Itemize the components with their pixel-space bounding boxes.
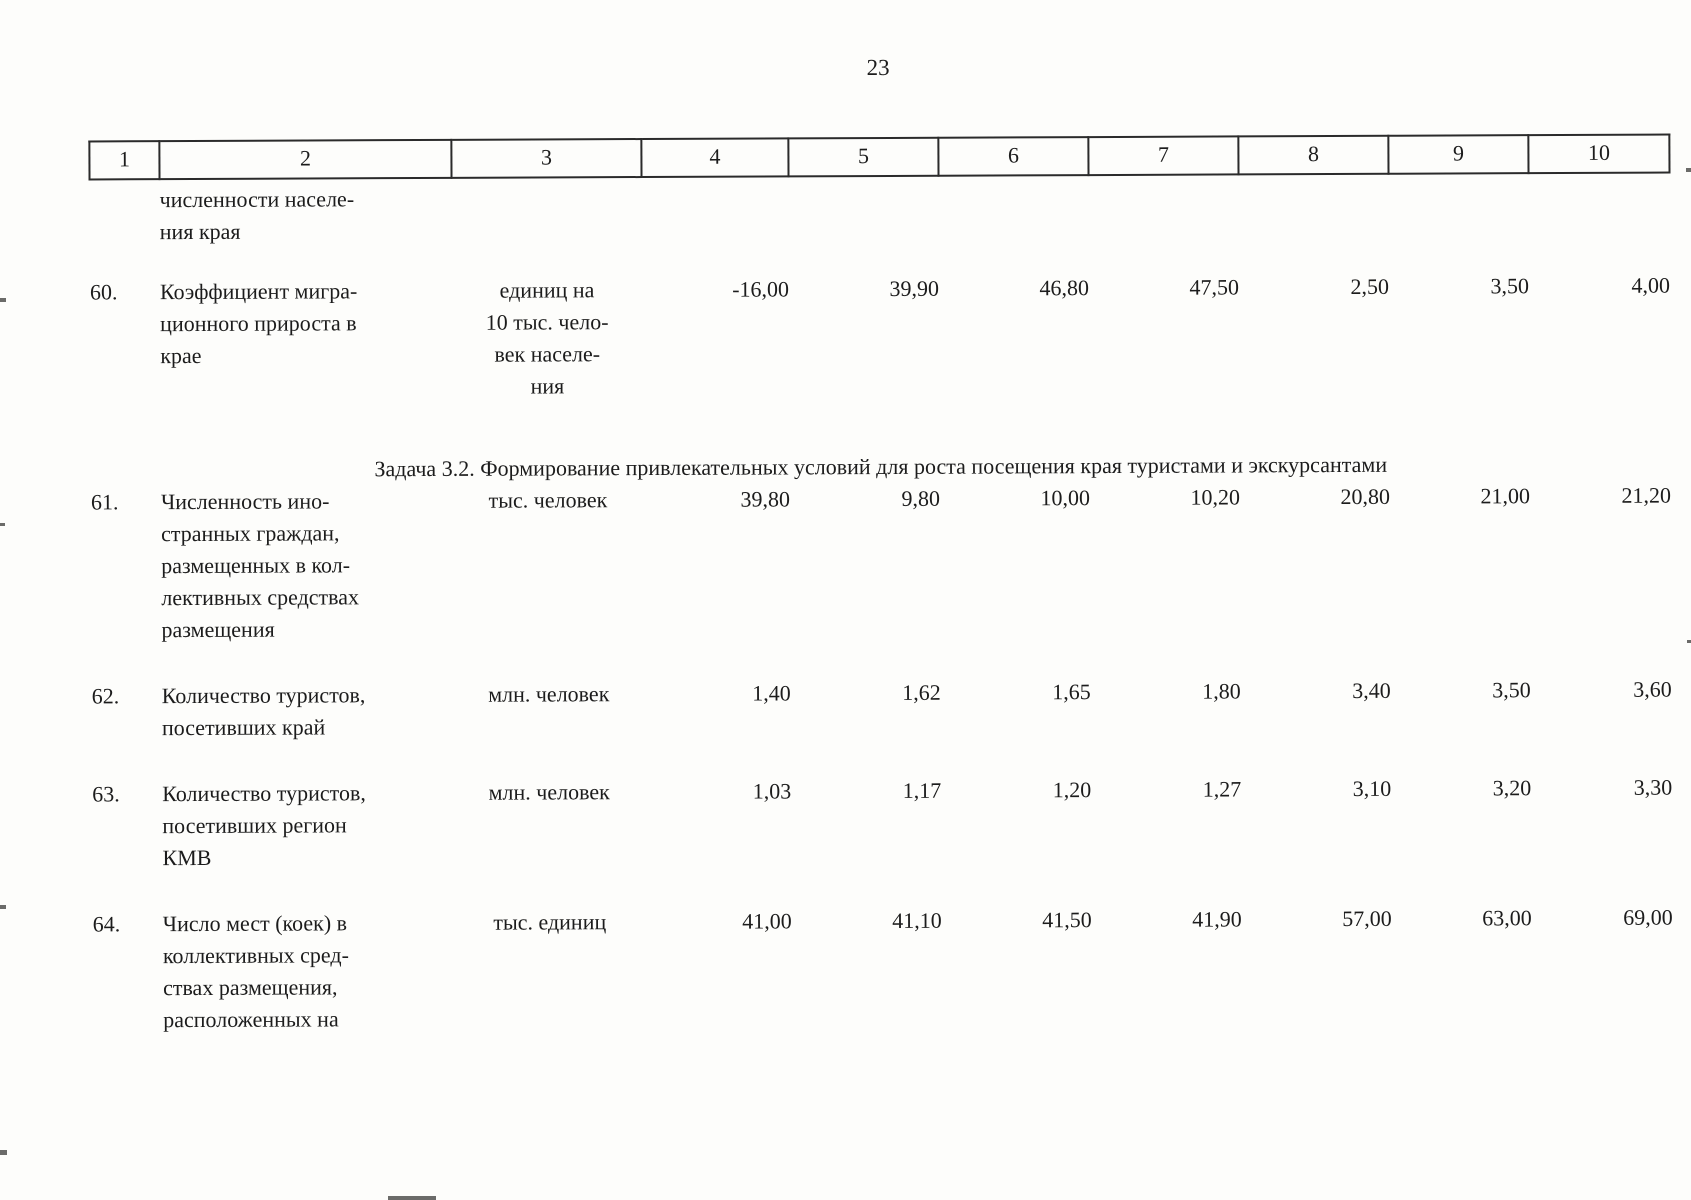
- value-cell: 1,03: [752, 778, 792, 804]
- value-cell: 3,60: [1633, 676, 1672, 702]
- value-cell: 41,10: [892, 907, 942, 933]
- scan-artifact: [0, 523, 5, 526]
- page-number: 23: [866, 54, 890, 81]
- header-cell-4: 4: [641, 138, 789, 178]
- unit-cell: единиц на 10 тыс. чело- век населе- ния: [485, 277, 609, 399]
- value-cell: 10,00: [1040, 485, 1090, 511]
- value-cell: 1,62: [902, 679, 941, 705]
- table-row-60: 60. Коэффициент мигра- ционного прироста…: [90, 270, 1671, 455]
- header-cell-10: 10: [1528, 134, 1670, 174]
- value-cell: 3,50: [1490, 273, 1530, 299]
- table-row-63: 63. Количество туристов, посетивших реги…: [92, 772, 1673, 909]
- table-row-61: 61. Численность ино- странных граждан, р…: [91, 480, 1672, 681]
- scan-artifact: [0, 298, 6, 302]
- indicator-name-cell: Количество туристов, посетивших край: [161, 682, 366, 741]
- value-cell: 20,80: [1340, 483, 1390, 509]
- value-cell: 41,90: [1192, 906, 1242, 932]
- value-cell: 1,80: [1202, 678, 1241, 704]
- value-cell: -16,00: [732, 276, 790, 302]
- carryover-row: численности населе- ния края: [90, 173, 1670, 277]
- row-number-cell: 63.: [92, 781, 120, 807]
- value-cell: 2,50: [1350, 273, 1390, 299]
- value-cell: 1,65: [1052, 679, 1091, 705]
- page-content: 23 1 2 3 4 5 6: [88, 0, 1674, 1037]
- indicator-name-cell: Коэффициент мигра- ционного прироста в к…: [159, 278, 358, 369]
- row-number-cell: 64.: [92, 911, 121, 937]
- row-number-cell: 61.: [90, 489, 119, 515]
- header-cell-8: 8: [1238, 135, 1389, 175]
- value-cell: 3,30: [1633, 774, 1673, 800]
- indicator-name-cell: Количество туристов, посетивших регион К…: [162, 780, 366, 871]
- header-cell-3: 3: [451, 139, 642, 178]
- value-cell: 39,90: [889, 275, 940, 301]
- value-cell: 41,00: [742, 908, 792, 934]
- table-row-62: 62. Количество туристов, посетивших край…: [92, 674, 1672, 779]
- row-number-cell: 62.: [91, 683, 120, 709]
- value-cell: 1,17: [902, 777, 942, 803]
- value-cell: 3,40: [1352, 677, 1391, 703]
- value-cell: 3,20: [1492, 775, 1532, 801]
- header-cell-9: 9: [1388, 135, 1529, 174]
- header-cell-6: 6: [938, 137, 1089, 176]
- value-cell: 1,20: [1052, 777, 1092, 803]
- value-cell: 39,80: [740, 486, 790, 512]
- indicator-name-cell: численности населе- ния края: [159, 186, 355, 245]
- value-cell: 1,40: [752, 680, 791, 706]
- value-cell: 21,20: [1621, 482, 1671, 508]
- indicator-name-cell: Численность ино- странных граждан, разме…: [160, 488, 360, 643]
- scan-artifact: [1687, 640, 1691, 643]
- header-cell-7: 7: [1088, 136, 1239, 176]
- indicator-name-cell: Число мест (коек) в коллективных сред- с…: [162, 910, 349, 1033]
- value-cell: 41,50: [1042, 907, 1092, 933]
- value-cell: 10,20: [1190, 484, 1240, 510]
- table-row-64: 64. Число мест (коек) в коллективных сре…: [93, 902, 1674, 1037]
- empty-cells: [452, 173, 1670, 275]
- row-number-cell: [90, 179, 160, 276]
- value-cell: 21,00: [1480, 483, 1530, 509]
- scan-artifact: [1686, 168, 1691, 172]
- value-cell: 4,00: [1631, 272, 1671, 298]
- header-cell-2: 2: [159, 139, 452, 180]
- value-cell: 9,80: [901, 485, 940, 511]
- value-cell: 1,27: [1202, 776, 1242, 802]
- value-cell: 46,80: [1039, 275, 1090, 301]
- scan-artifact: [0, 905, 6, 909]
- unit-cell: тыс. человек: [488, 487, 608, 513]
- row-number-cell: 60.: [89, 279, 118, 305]
- value-cell: 69,00: [1623, 904, 1673, 930]
- unit-cell: млн. человек: [488, 779, 610, 805]
- header-cell-1: 1: [89, 141, 160, 180]
- unit-cell: млн. человек: [488, 681, 610, 707]
- scan-artifact: [388, 1196, 436, 1200]
- value-cell: 57,00: [1342, 905, 1392, 931]
- indicator-table: 1 2 3 4 5 6 7 8 9 10 численности населе-…: [88, 134, 1674, 1037]
- header-cell-5: 5: [788, 137, 939, 177]
- value-cell: 3,50: [1492, 677, 1531, 703]
- value-cell: 47,50: [1189, 274, 1240, 300]
- unit-cell: тыс. единиц: [493, 909, 607, 935]
- scan-artifact: [0, 1150, 7, 1155]
- value-cell: 3,10: [1352, 775, 1392, 801]
- value-cell: 63,00: [1482, 905, 1532, 931]
